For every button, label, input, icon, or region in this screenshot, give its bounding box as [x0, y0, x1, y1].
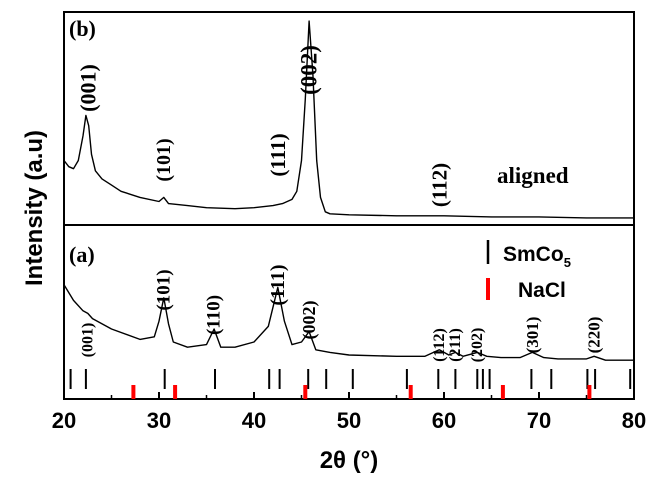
x-tick-label-20: 20 — [52, 408, 76, 433]
peak-labels: (001) (101) (111) (002) (112) (001) (101) (110)… — [75, 45, 603, 362]
x-tick-label-50: 50 — [337, 408, 361, 433]
pattern-curves — [63, 20, 634, 361]
x-tick-label-70: 70 — [527, 408, 551, 433]
peak-label-a-6: (211) — [447, 328, 464, 362]
legend-nacl-label: NaCl — [518, 279, 566, 302]
legend-smco5-name: SmCo — [503, 243, 564, 266]
peak-label-a-4: (002) — [299, 301, 320, 340]
x-tick-label-60: 60 — [432, 408, 456, 433]
panel-a-label: (a) — [69, 242, 95, 267]
pattern-line-a — [63, 284, 634, 361]
series-label-aligned: aligned — [497, 163, 569, 188]
peak-label-a-0: (001) — [79, 323, 96, 358]
panel-b-frame — [63, 11, 635, 226]
x-tick-label-40: 40 — [242, 408, 266, 433]
legend-smco5-label: SmCo5 — [503, 243, 571, 270]
peak-label-b-1: (101) — [153, 138, 175, 181]
peak-label-b-2: (111) — [266, 133, 290, 176]
panel-b-label: (b) — [69, 16, 96, 41]
peak-label-a-8: (301) — [523, 317, 542, 354]
legend-smco5-subscript: 5 — [564, 255, 571, 270]
peak-label-a-2: (110) — [204, 295, 225, 335]
x-axis-label: 2θ (°) — [320, 447, 379, 474]
x-tick-label-30: 30 — [147, 408, 171, 433]
peak-label-b-0: (001) — [75, 64, 100, 112]
peak-label-a-3: (111) — [267, 264, 289, 305]
pattern-line-b — [63, 20, 634, 219]
reference-marks — [69, 369, 632, 399]
peak-label-a-7: (202) — [469, 328, 486, 363]
peak-label-a-5: (112) — [431, 328, 448, 362]
peak-label-b-3: (002) — [297, 45, 322, 95]
x-tick-label-80: 80 — [622, 408, 646, 433]
y-axis-label: Intensity (a.u) — [21, 130, 48, 286]
peak-label-a-1: (101) — [153, 269, 174, 310]
peak-label-a-9: (220) — [585, 317, 604, 354]
x-axis: 20 30 40 50 60 70 80 — [52, 392, 646, 433]
peak-label-b-4: (112) — [427, 163, 451, 207]
